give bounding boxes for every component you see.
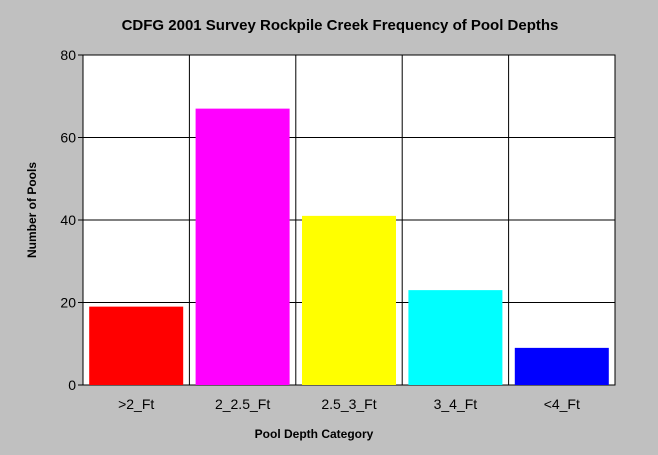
y-tick-label: 60 — [60, 130, 76, 146]
bar — [408, 290, 503, 385]
x-axis-title: Pool Depth Category — [255, 427, 374, 441]
bar — [195, 108, 290, 385]
x-category-label: <4_Ft — [544, 396, 580, 412]
y-tick-label: 20 — [60, 295, 76, 311]
bar — [89, 306, 184, 385]
y-axis-ticks: 0 20 40 60 80 — [60, 47, 83, 393]
x-category-label: 3_4_Ft — [434, 396, 478, 412]
y-tick-label: 40 — [60, 212, 76, 228]
bar — [302, 215, 396, 385]
x-axis-categories: >2_Ft 2_2.5_Ft 2.5_3_Ft 3_4_Ft <4_Ft — [118, 396, 580, 412]
y-axis-title: Number of Pools — [25, 162, 39, 258]
bars — [89, 108, 609, 385]
chart-title: CDFG 2001 Survey Rockpile Creek Frequenc… — [122, 17, 559, 34]
x-category-label: 2.5_3_Ft — [321, 396, 376, 412]
y-tick-label: 0 — [68, 377, 76, 393]
x-category-label: 2_2.5_Ft — [215, 396, 270, 412]
y-tick-label: 80 — [60, 47, 76, 63]
grid-lines — [83, 55, 615, 385]
bar — [514, 347, 609, 385]
x-category-label: >2_Ft — [118, 396, 154, 412]
